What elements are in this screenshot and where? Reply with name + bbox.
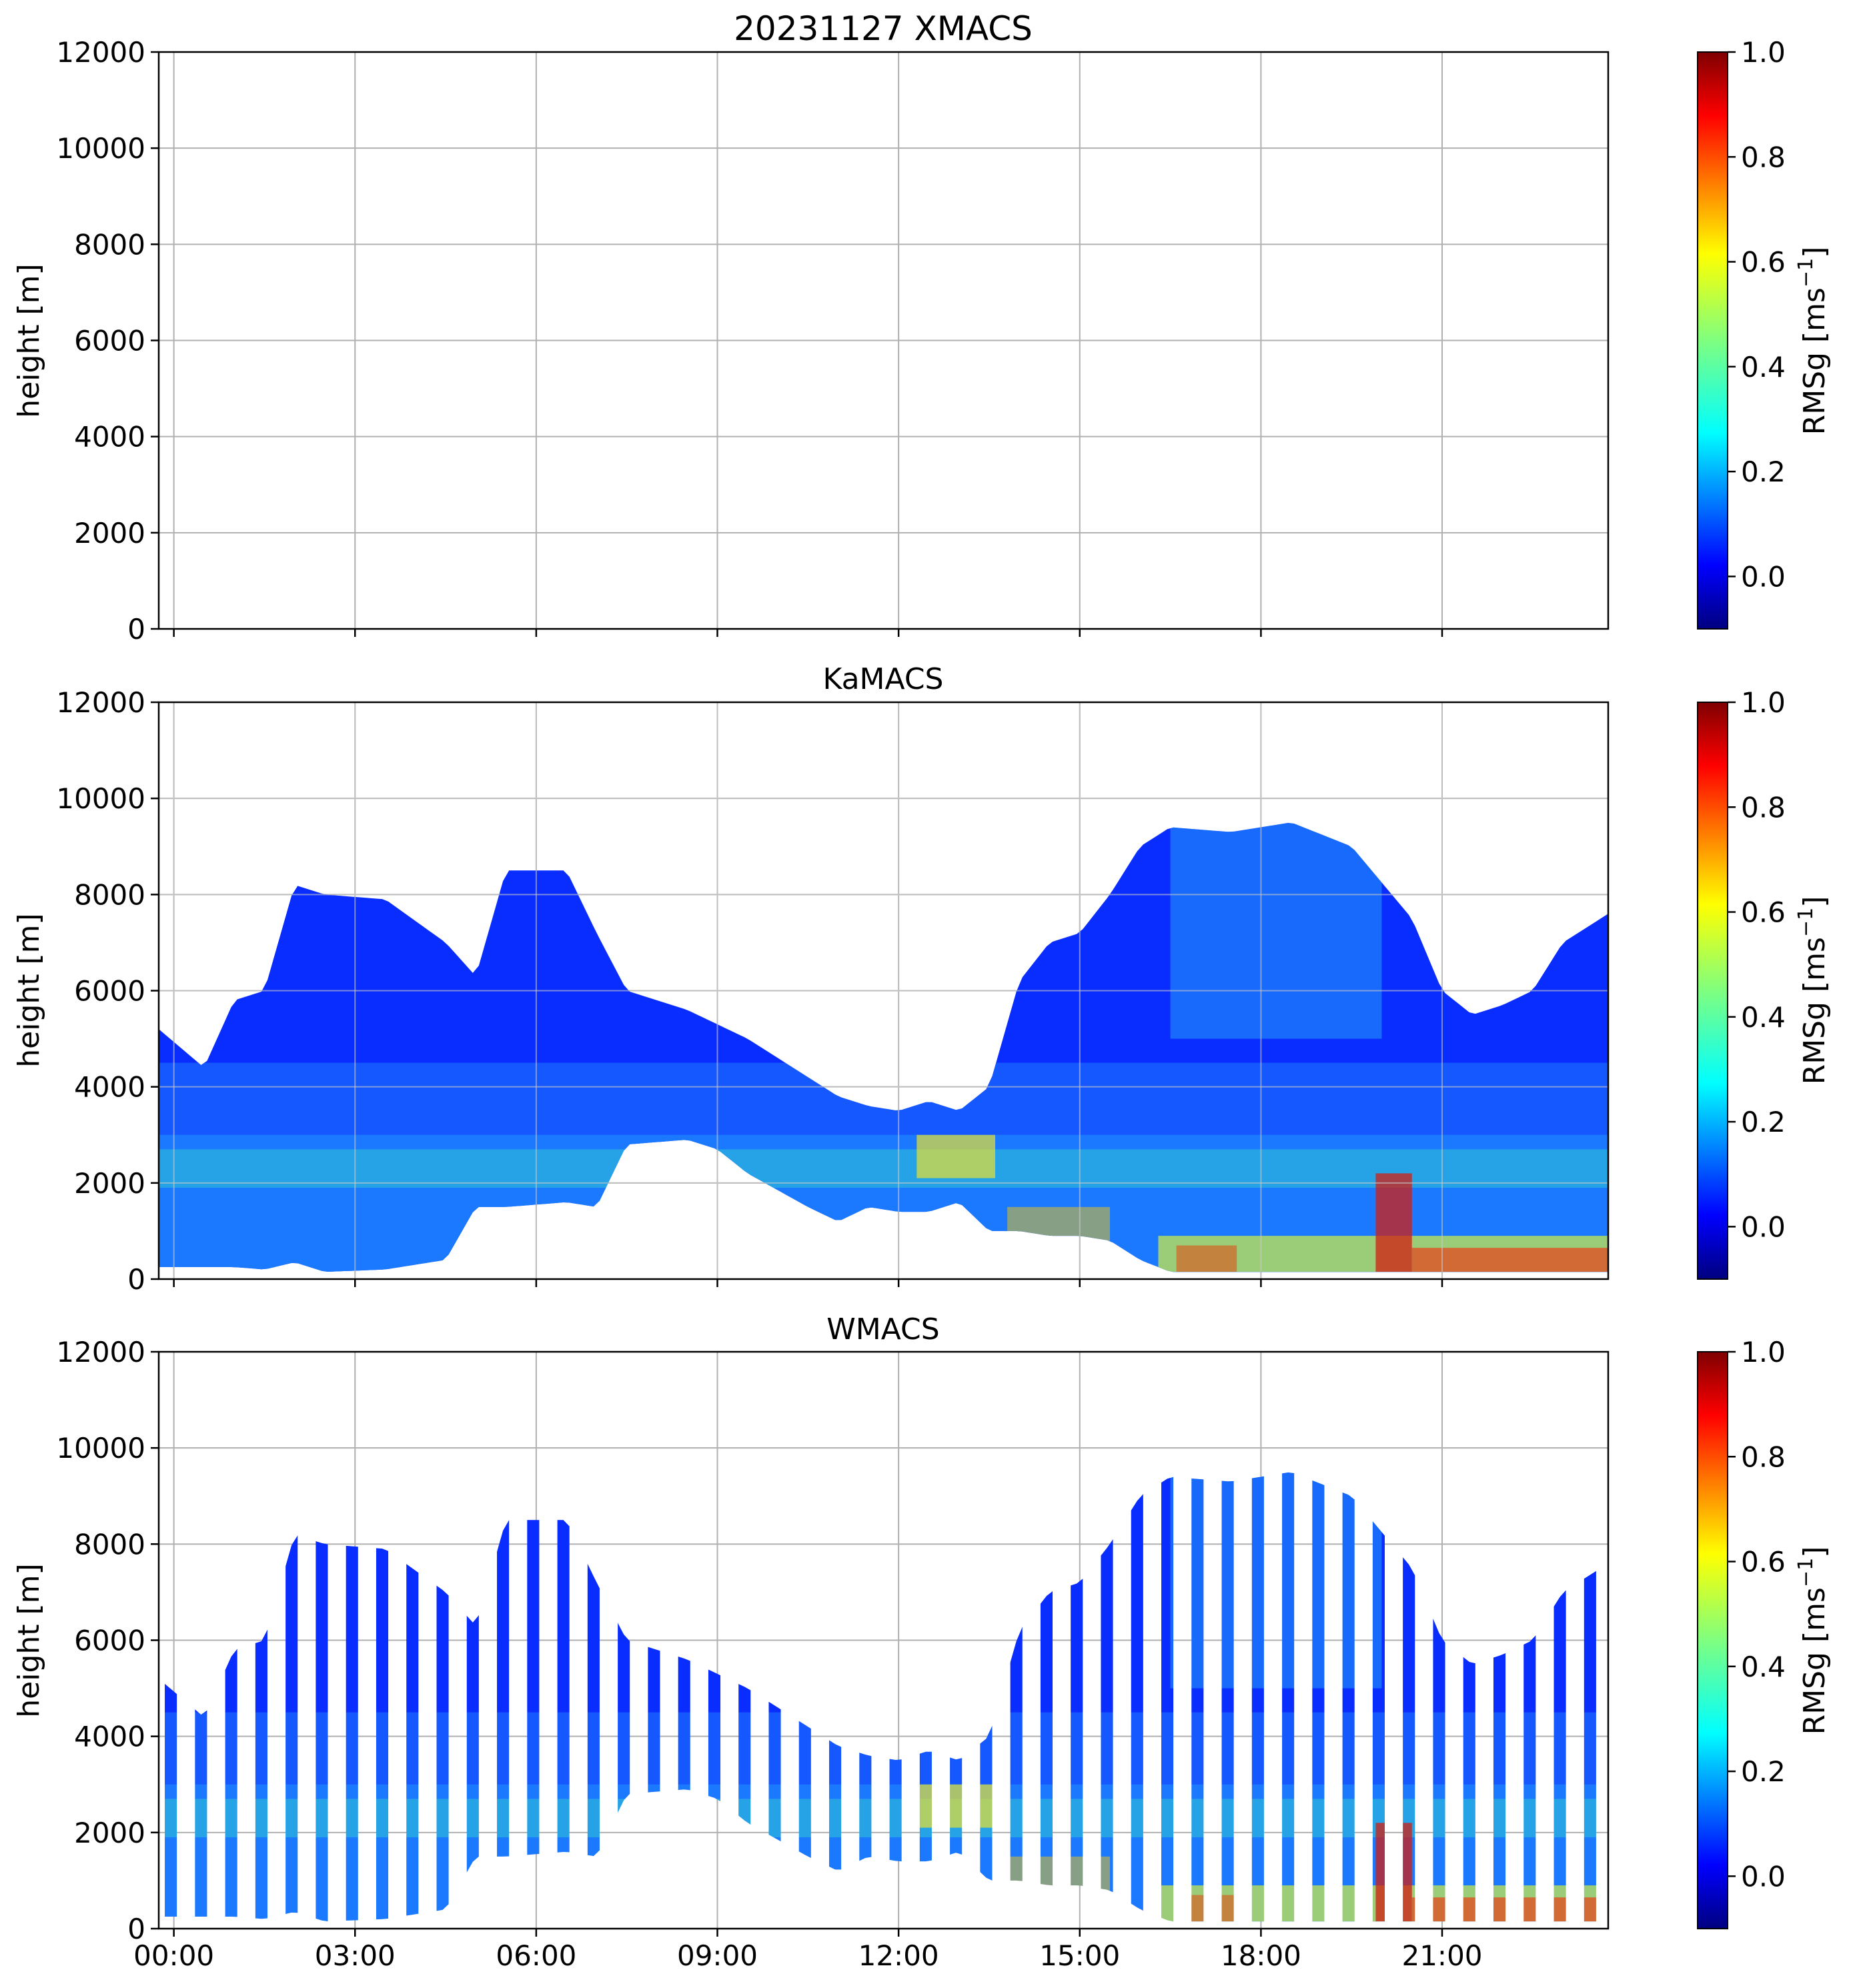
colorbar-ticks: 0.0 0.2 0.4 0.6 0.8 1.0	[1728, 36, 1786, 593]
y-tick-label: 0	[127, 1913, 145, 1945]
colorbar-tick-label: 1.0	[1741, 686, 1786, 719]
x-tick-label: 18:00	[1221, 1939, 1301, 1972]
y-axis-label: height [m]	[12, 1563, 46, 1717]
colorbar-tick-label: 0.2	[1741, 1106, 1786, 1138]
echo-hotspot	[916, 1134, 996, 1178]
y-axis-label: height [m]	[12, 263, 46, 417]
y-tick-label: 0	[127, 1263, 145, 1296]
colorbar: 0.0 0.2 0.4 0.6 0.8 1.0 RMSg [ms−1]	[1697, 1336, 1832, 1929]
echo-streaks	[1170, 822, 1382, 1039]
colorbar-tick-label: 1.0	[1741, 36, 1786, 69]
echo-hotspot	[1411, 1897, 1596, 1922]
x-tick-label: 09:00	[677, 1939, 758, 1972]
y-tick-label: 12000	[56, 1336, 145, 1368]
echo-hotspot	[1375, 1823, 1412, 1922]
y-tick-label: 2000	[74, 1817, 145, 1849]
echo-band-mid	[159, 1149, 1608, 1188]
x-tick-label: 12:00	[858, 1939, 939, 1972]
colorbar-tick-label: 0.4	[1741, 351, 1786, 383]
echo-hotspot	[916, 1784, 996, 1828]
colorbar-label: RMSg [ms−1]	[1794, 896, 1832, 1085]
y-tick-label: 2000	[74, 1167, 145, 1200]
colorbar-ticks: 0.0 0.2 0.4 0.6 0.8 1.0	[1728, 686, 1786, 1243]
panel-title: WMACS	[826, 1312, 939, 1346]
colorbar-tick-label: 0.2	[1741, 455, 1786, 488]
echo-hotspot	[1176, 1245, 1237, 1272]
colorbar-tick-label: 0.2	[1741, 1755, 1786, 1788]
colorbar-tick-label: 0.4	[1741, 1651, 1786, 1683]
echo-hotspot	[1411, 1248, 1608, 1272]
panel-xmacs: 20231127 XMACS 0 2000 4000 6000 8000 10000 120…	[12, 9, 1832, 646]
y-tick-label: 0	[127, 613, 145, 646]
colorbar-gradient	[1697, 702, 1728, 1280]
colorbar-tick-label: 0.4	[1741, 1001, 1786, 1034]
y-axis-label: height [m]	[12, 913, 46, 1067]
colorbar-tick-label: 0.8	[1741, 1440, 1786, 1473]
echo-hotspot	[1176, 1895, 1237, 1922]
y-ticks: 0 2000 4000 6000 8000 10000 12000	[56, 686, 159, 1296]
x-tick-label: 15:00	[1039, 1939, 1120, 1972]
y-tick-label: 4000	[74, 421, 145, 453]
colorbar-tick-label: 0.0	[1741, 1860, 1786, 1893]
panel-kamacs: KaMACS 0 2000 4000 6000 8000 10000 12000 heigh…	[12, 662, 1832, 1296]
colorbar-tick-label: 0.6	[1741, 246, 1786, 279]
colorbar-gradient	[1697, 1351, 1728, 1929]
x-tick-label: 21:00	[1401, 1939, 1482, 1972]
colorbar-tick-label: 0.8	[1741, 141, 1786, 173]
colorbar-label: RMSg [ms−1]	[1794, 247, 1832, 435]
colorbar: 0.0 0.2 0.4 0.6 0.8 1.0 RMSg [ms−1]	[1697, 36, 1832, 630]
colorbar-tick-label: 0.8	[1741, 791, 1786, 824]
colorbar: 0.0 0.2 0.4 0.6 0.8 1.0 RMSg [ms−1]	[1697, 686, 1832, 1280]
y-tick-label: 6000	[74, 325, 145, 357]
echo-streaks	[1170, 1472, 1382, 1689]
colorbar-tick-label: 0.6	[1741, 1546, 1786, 1579]
y-tick-label: 10000	[56, 1432, 145, 1464]
x-tick-label: 03:00	[315, 1939, 396, 1972]
y-tick-label: 12000	[56, 36, 145, 69]
x-ticks	[173, 1279, 1443, 1287]
y-tick-label: 4000	[74, 1721, 145, 1753]
y-tick-label: 10000	[56, 132, 145, 165]
y-tick-label: 2000	[74, 517, 145, 550]
echo-surface	[1007, 1206, 1111, 1246]
y-ticks: 0 2000 4000 6000 8000 10000 12000	[56, 1336, 159, 1945]
x-ticks	[173, 629, 1443, 637]
y-tick-label: 4000	[74, 1071, 145, 1104]
y-ticks: 0 2000 4000 6000 8000 10000 12000	[56, 36, 159, 646]
echo-surface	[1007, 1856, 1111, 1895]
grid	[159, 51, 1608, 630]
panel-title: KaMACS	[823, 662, 944, 696]
colorbar-tick-label: 0.0	[1741, 1210, 1786, 1243]
colorbar-tick-label: 0.6	[1741, 896, 1786, 929]
y-tick-label: 10000	[56, 782, 145, 815]
y-tick-label: 8000	[74, 1528, 145, 1561]
y-tick-label: 6000	[74, 1625, 145, 1657]
x-ticks: 00:00 03:00 06:00 09:00 12:00 15:00 18:00 21:00	[133, 1929, 1483, 1972]
colorbar-tick-label: 1.0	[1741, 1336, 1786, 1368]
echo-hotspot	[1375, 1173, 1412, 1272]
panel-title: 20231127 XMACS	[734, 9, 1033, 48]
y-tick-label: 8000	[74, 228, 145, 261]
echo-band-mid	[165, 1799, 1596, 1838]
colorbar-ticks: 0.0 0.2 0.4 0.6 0.8 1.0	[1728, 1336, 1786, 1893]
x-tick-label: 06:00	[496, 1939, 576, 1972]
y-tick-label: 12000	[56, 686, 145, 719]
y-tick-label: 8000	[74, 878, 145, 911]
colorbar-label: RMSg [ms−1]	[1794, 1547, 1832, 1735]
colorbar-tick-label: 0.0	[1741, 560, 1786, 593]
colorbar-gradient	[1697, 51, 1728, 630]
grid-overlay	[159, 702, 1608, 1279]
y-tick-label: 6000	[74, 975, 145, 1008]
x-tick-label: 00:00	[133, 1939, 214, 1972]
